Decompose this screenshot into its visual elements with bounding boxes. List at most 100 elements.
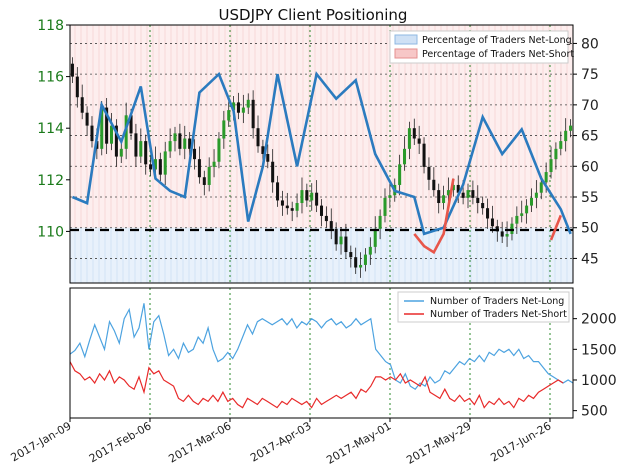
candle-body-53 xyxy=(329,221,333,229)
candle-body-100 xyxy=(559,141,563,149)
legend-label-net-short: Percentage of Traders Net-Short xyxy=(422,49,574,60)
sentiment-tick-label-5: 70 xyxy=(581,98,599,114)
traders-panel-frame xyxy=(69,287,574,419)
candle-body-43 xyxy=(280,200,284,206)
net-long-count-line xyxy=(69,303,574,390)
candle-body-91 xyxy=(515,215,519,224)
top-legend-box xyxy=(389,30,569,64)
sentiment-tick-label-3: 60 xyxy=(581,159,599,175)
price-tick-label-4: 118 xyxy=(37,18,64,34)
candle-body-102 xyxy=(569,125,573,131)
candle-body-21 xyxy=(173,133,177,142)
candle-body-99 xyxy=(554,148,558,160)
candle-body-74 xyxy=(432,179,436,191)
candle-body-50 xyxy=(315,192,319,206)
candle-body-48 xyxy=(305,190,309,201)
candle-body-73 xyxy=(427,166,431,180)
candle-body-2 xyxy=(80,97,84,113)
candle-body-95 xyxy=(534,192,538,198)
candle-body-31 xyxy=(222,120,226,139)
price-tick-label-2: 114 xyxy=(37,121,64,137)
price-panel-frame xyxy=(69,24,574,284)
candle-body-34 xyxy=(236,102,240,113)
legend-label-count-long: Number of Traders Net-Long xyxy=(430,296,564,307)
candle-body-71 xyxy=(417,138,421,144)
sentiment-tick-label-4: 65 xyxy=(581,129,599,145)
candle-body-17 xyxy=(153,159,157,170)
candle-body-30 xyxy=(217,138,221,162)
candle-body-77 xyxy=(446,190,450,196)
candle-body-46 xyxy=(295,203,299,211)
candle-body-1 xyxy=(75,76,79,98)
candle-body-26 xyxy=(197,159,201,178)
candle-body-87 xyxy=(495,226,499,232)
candle-body-37 xyxy=(251,99,255,129)
candle-body-78 xyxy=(451,184,455,191)
candle-body-88 xyxy=(500,231,504,237)
candle-body-11 xyxy=(124,115,128,149)
count-tick-label-1: 1000 xyxy=(581,373,617,389)
candle-body-70 xyxy=(412,128,416,139)
traders-panel: 500 1000 1500 2000 Number of Traders Net-Lo… xyxy=(69,287,617,420)
candle-body-83 xyxy=(476,197,480,204)
candle-body-94 xyxy=(529,197,534,206)
date-tick-label-0: 2017-Jan-09 xyxy=(9,419,74,464)
candle-body-0 xyxy=(70,63,74,77)
price-panel: 110 112 114 116 118 45 50 55 60 65 70 75 80 Percent… xyxy=(37,18,599,284)
candle-body-42 xyxy=(276,182,280,201)
candle-body-12 xyxy=(129,115,133,134)
candle-body-57 xyxy=(349,252,353,258)
candle-body-64 xyxy=(383,197,387,216)
candle-body-24 xyxy=(188,138,192,149)
candle-body-40 xyxy=(266,154,270,162)
candle-body-16 xyxy=(149,164,153,170)
sentiment-tick-label-7: 80 xyxy=(581,36,599,52)
price-tick-label-0: 110 xyxy=(37,224,64,240)
date-tick-label-1: 2017-Feb-06 xyxy=(87,419,154,465)
candle-body-35 xyxy=(241,107,245,113)
candle-body-86 xyxy=(490,218,494,227)
candle-body-58 xyxy=(354,257,358,268)
candle-body-97 xyxy=(544,172,548,183)
price-axis: 110 112 114 116 118 xyxy=(37,18,70,240)
candle-body-80 xyxy=(461,192,465,198)
candle-body-15 xyxy=(144,141,148,165)
candle-body-72 xyxy=(422,143,426,167)
price-tick-label-1: 112 xyxy=(37,173,64,189)
candle-body-89 xyxy=(505,233,509,237)
candle-body-14 xyxy=(139,141,143,157)
candle-body-75 xyxy=(437,190,441,204)
candle-body-9 xyxy=(114,125,118,157)
net-long-percentage-line xyxy=(71,71,572,236)
candle-body-76 xyxy=(442,195,446,204)
candle-body-69 xyxy=(407,128,411,149)
candle-body-60 xyxy=(363,254,367,265)
net-long-region xyxy=(70,227,573,283)
candle-body-20 xyxy=(168,141,172,152)
candle-body-51 xyxy=(319,205,324,216)
candle-body-61 xyxy=(368,246,372,255)
candle-body-19 xyxy=(163,151,167,175)
candle-body-44 xyxy=(285,205,289,209)
candle-body-18 xyxy=(158,159,162,175)
legend-swatch-net-long xyxy=(394,34,418,45)
candle-body-101 xyxy=(564,130,568,142)
legend-label-count-short: Number of Traders Net-Short xyxy=(430,309,567,320)
candle-body-10 xyxy=(119,148,123,157)
date-tick-label-4: 2017-May-01 xyxy=(324,419,393,467)
candle-body-85 xyxy=(486,208,490,219)
candle-body-33 xyxy=(232,102,236,111)
candle-body-96 xyxy=(539,182,543,193)
candle-body-59 xyxy=(359,264,363,268)
sentiment-tick-label-2: 55 xyxy=(581,190,599,206)
date-tick-label-3: 2017-Apr-03 xyxy=(248,419,313,464)
price-tick-label-3: 116 xyxy=(37,70,64,86)
candle-body-56 xyxy=(344,236,348,253)
candle-body-8 xyxy=(109,125,114,144)
sentiment-tick-label-0: 45 xyxy=(581,251,599,267)
date-tick-label-2: 2017-Mar-06 xyxy=(166,419,233,465)
date-tick-label-6: 2017-Jun-26 xyxy=(488,419,553,464)
candle-body-32 xyxy=(227,110,231,121)
count-axis: 500 1000 1500 2000 xyxy=(573,312,617,420)
